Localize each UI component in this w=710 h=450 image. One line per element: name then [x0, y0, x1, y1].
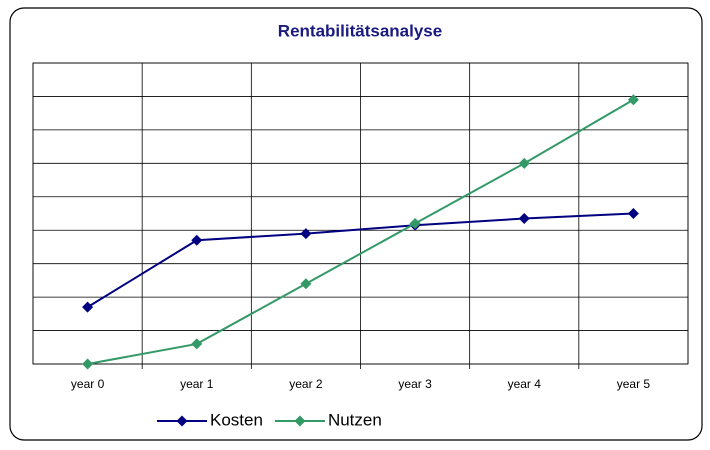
series-line — [87, 212, 634, 308]
data-point — [82, 301, 94, 313]
x-tick-label: year 2 — [289, 377, 323, 391]
data-point — [627, 208, 639, 219]
x-tick-label: year 5 — [617, 377, 651, 391]
data-point — [409, 218, 421, 230]
legend-label: Nutzen — [328, 410, 382, 429]
data-point — [518, 213, 530, 225]
x-tick-label: year 3 — [398, 377, 432, 391]
data-point — [518, 157, 530, 169]
chart-frame — [9, 7, 703, 441]
legend-label: Kosten — [210, 410, 263, 429]
series-line — [87, 98, 634, 365]
data-point — [627, 94, 639, 106]
chart-title: Rentabilitätsanalyse — [278, 21, 442, 40]
plot-area — [32, 62, 689, 365]
legend-marker — [176, 415, 188, 427]
legend-marker — [294, 415, 306, 427]
x-tick-label: year 4 — [508, 377, 542, 391]
data-point — [82, 358, 94, 370]
data-point — [300, 278, 312, 290]
x-tick-label: year 0 — [71, 377, 105, 391]
x-tick-label: year 1 — [180, 377, 214, 391]
data-point — [300, 228, 312, 240]
data-point — [191, 234, 203, 246]
data-point — [191, 338, 203, 350]
